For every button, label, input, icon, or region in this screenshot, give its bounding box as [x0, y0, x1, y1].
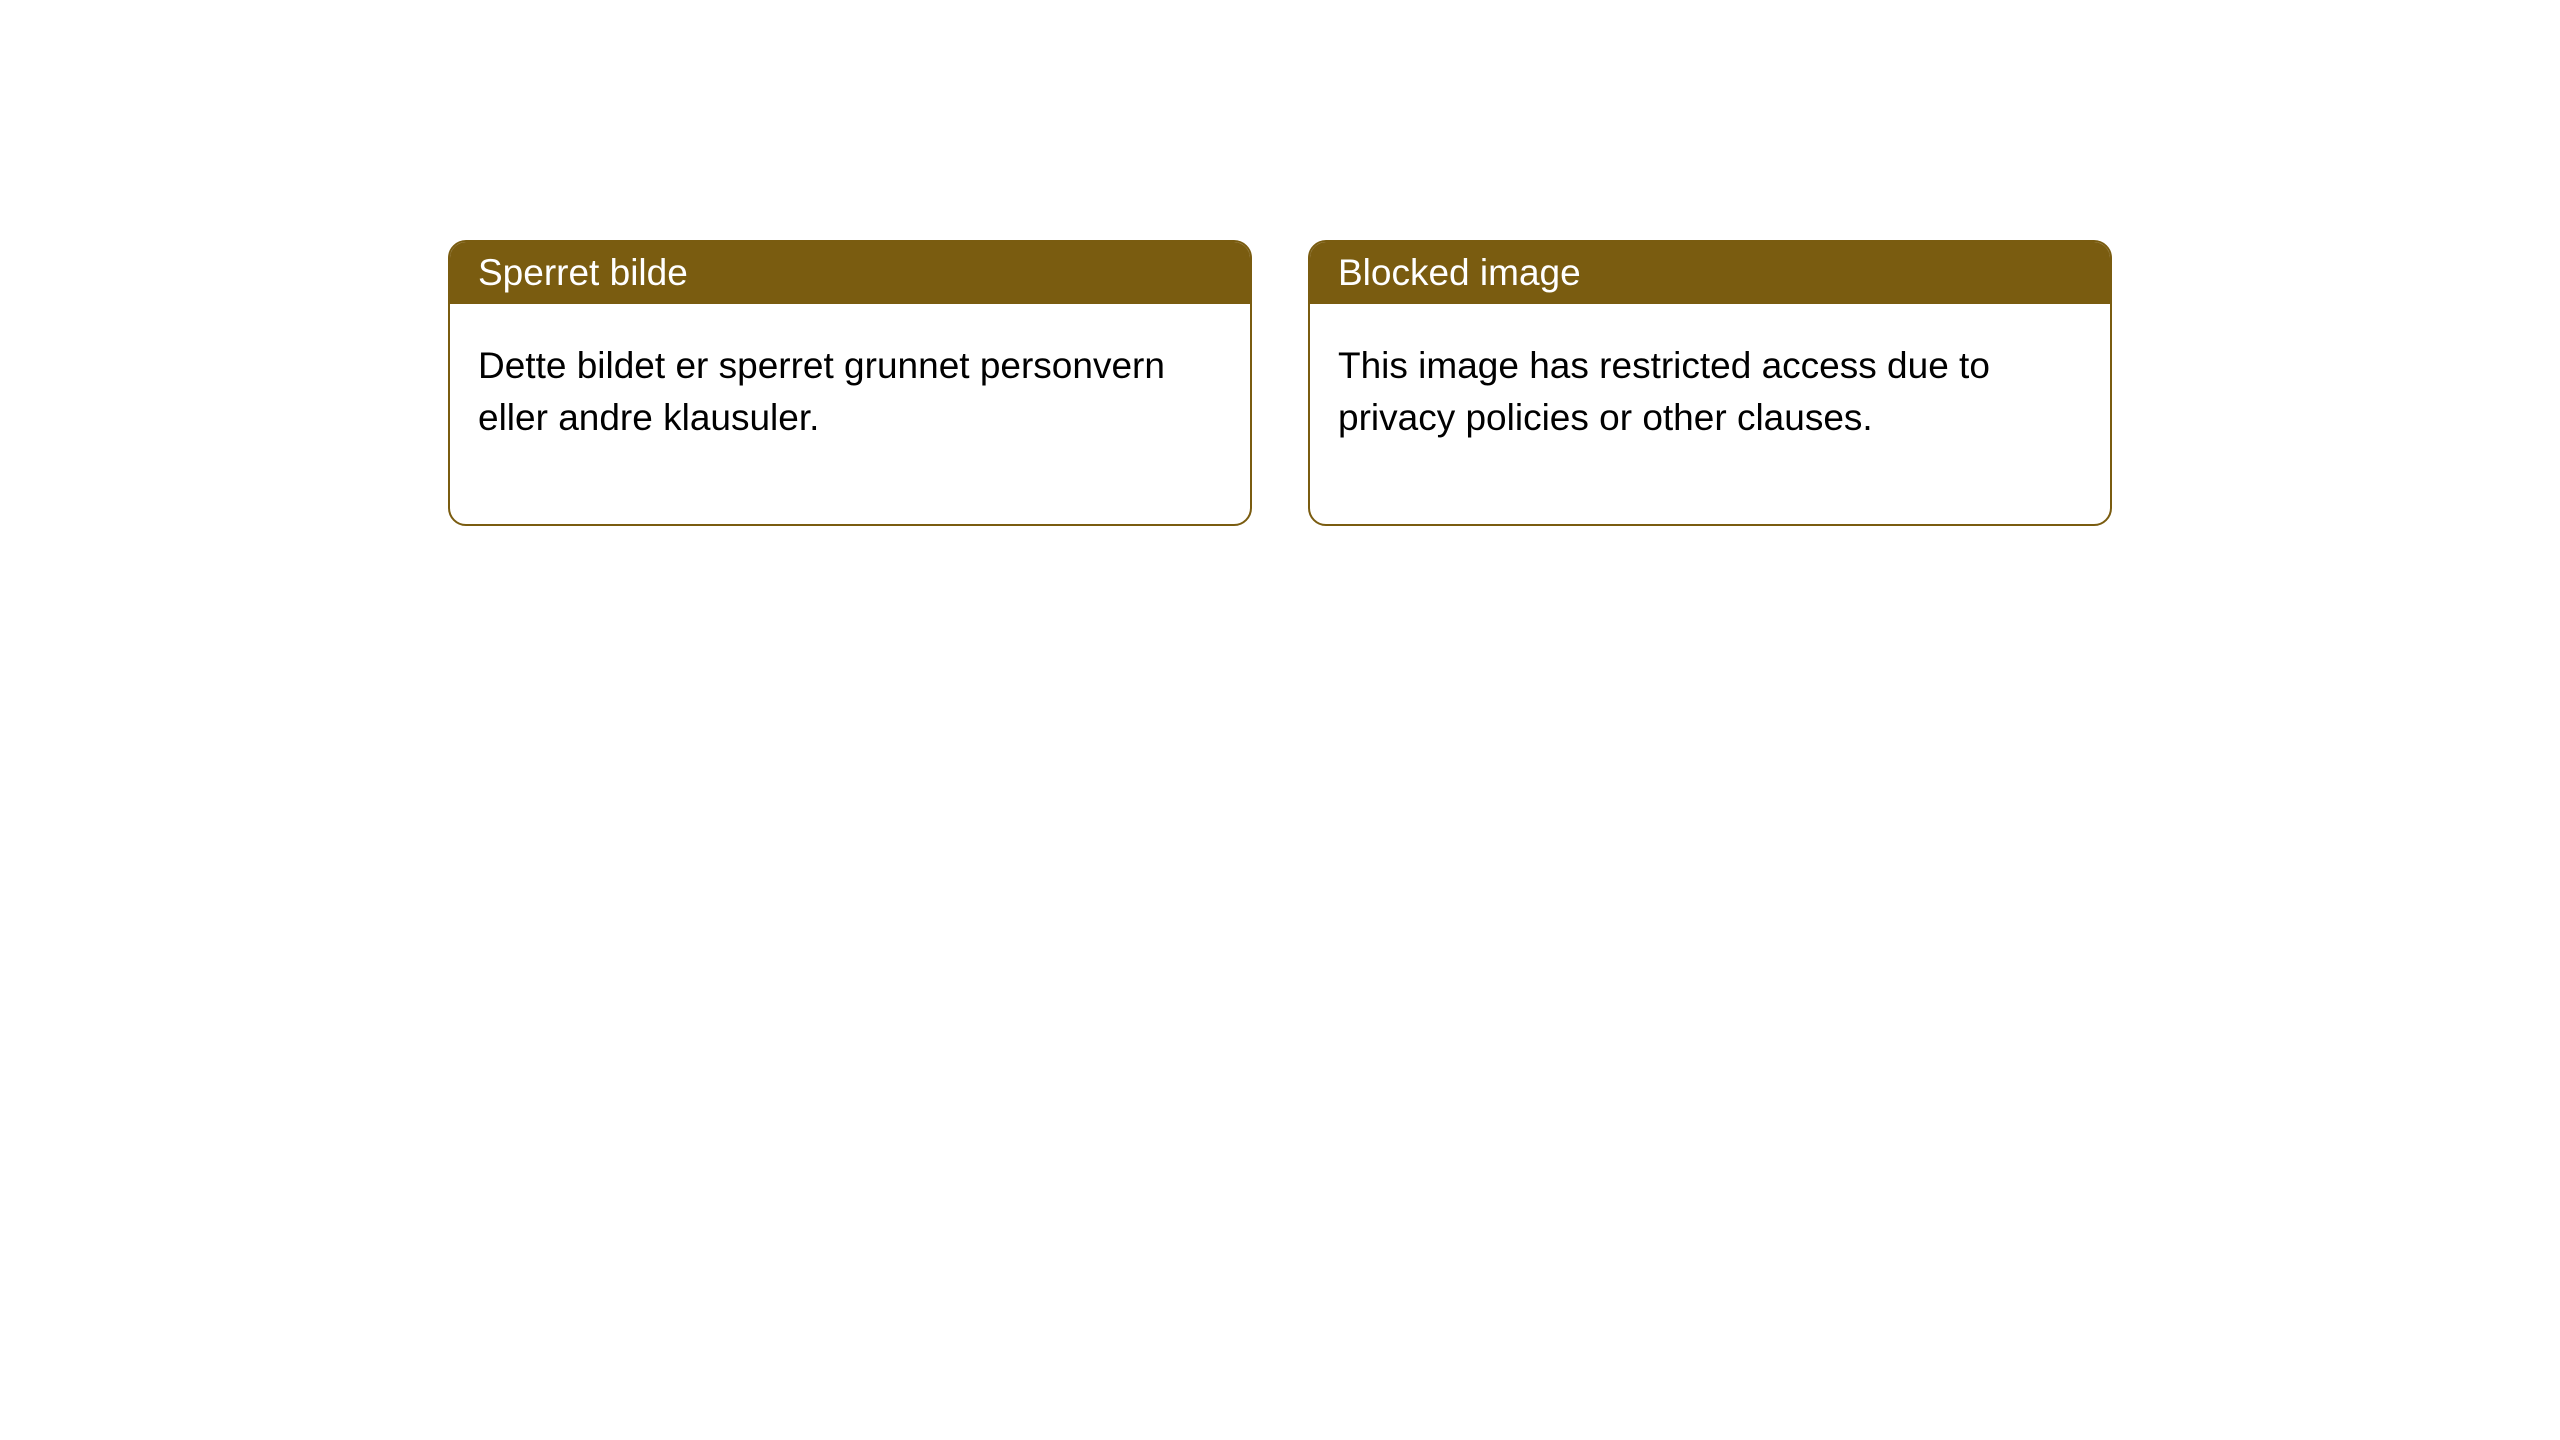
card-header: Sperret bilde: [450, 242, 1250, 304]
card-body: This image has restricted access due to …: [1310, 304, 2110, 524]
card-header: Blocked image: [1310, 242, 2110, 304]
blocked-image-card-en: Blocked image This image has restricted …: [1308, 240, 2112, 526]
blocked-image-card-no: Sperret bilde Dette bildet er sperret gr…: [448, 240, 1252, 526]
cards-container: Sperret bilde Dette bildet er sperret gr…: [0, 0, 2560, 526]
card-body: Dette bildet er sperret grunnet personve…: [450, 304, 1250, 524]
